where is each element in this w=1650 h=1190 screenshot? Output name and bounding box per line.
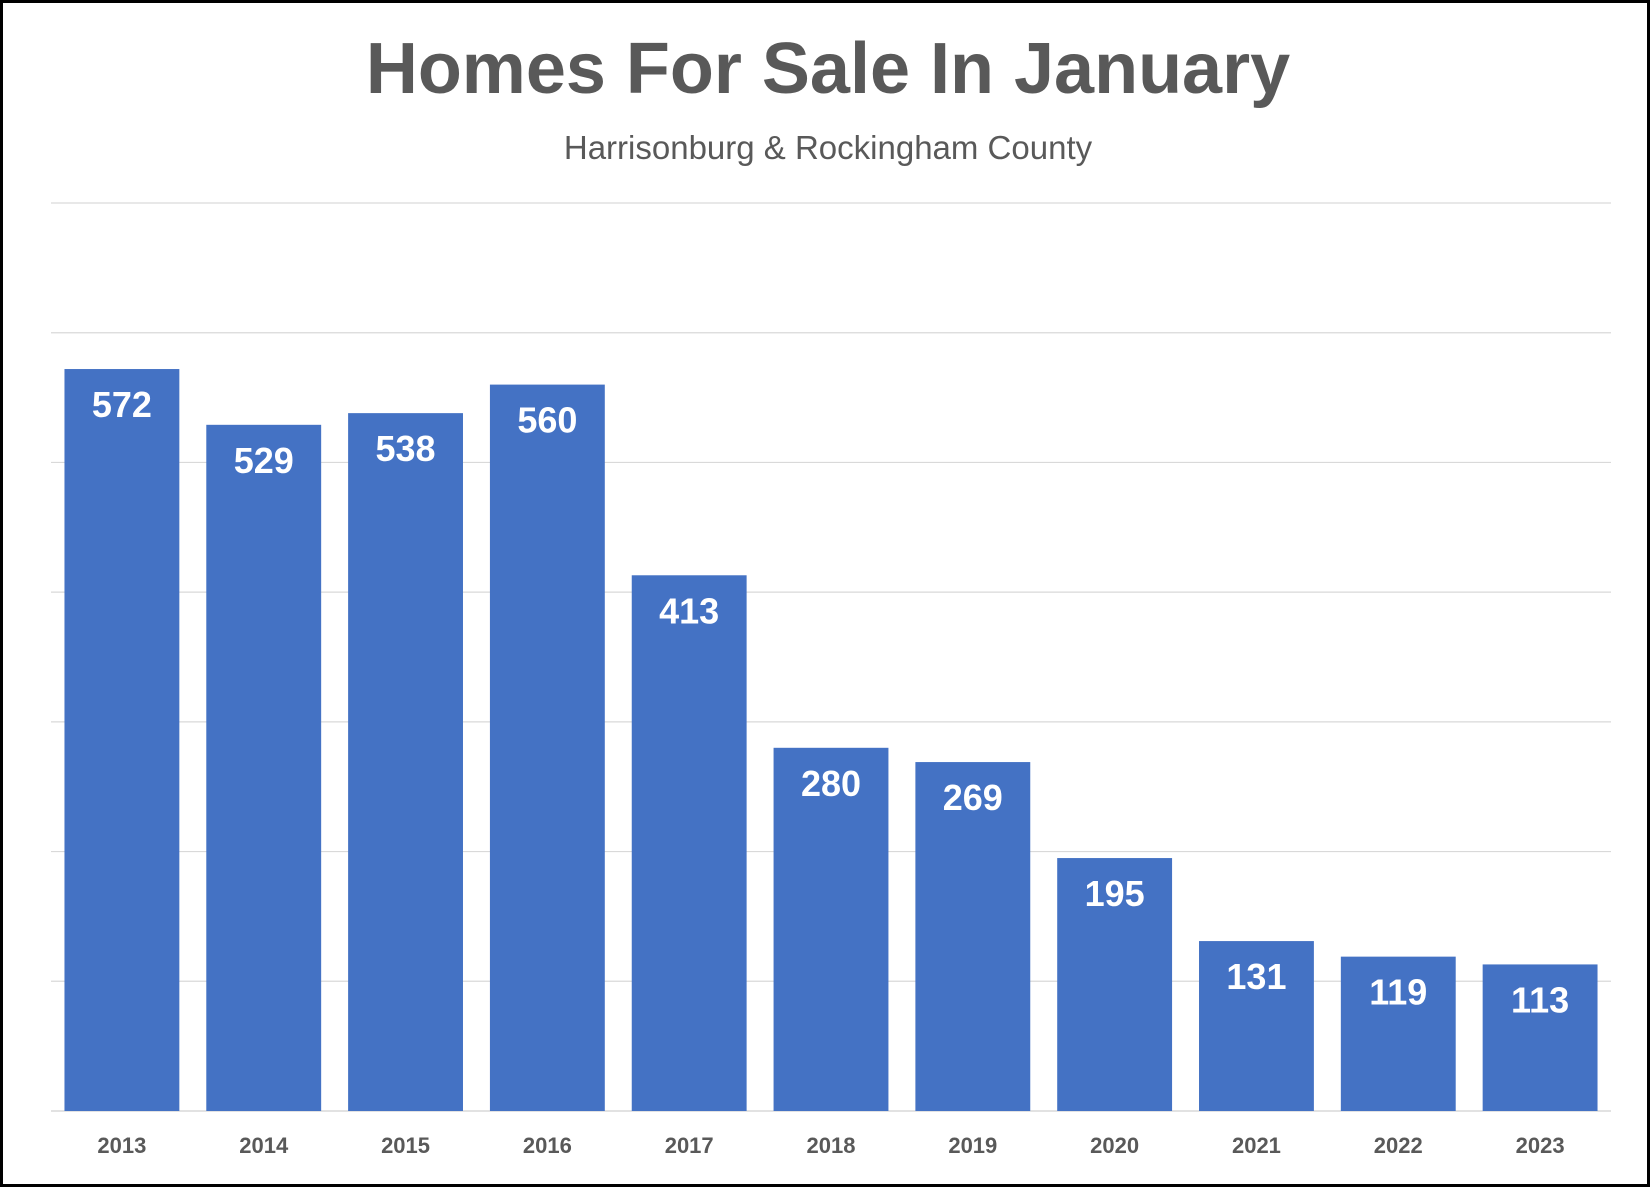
x-tick-labels: 2013 2014 2015 2016 2017 2018 2019 2020 2021 2022… <box>97 1133 1564 1158</box>
x-tick-2019: 2019 <box>948 1133 997 1158</box>
x-tick-2015: 2015 <box>381 1133 430 1158</box>
bar-2013 <box>64 369 180 1111</box>
data-label-2023: 113 <box>1511 979 1569 1020</box>
data-labels: 572 529 538 560 413 280 269 195 131 119 113 <box>92 384 1569 1020</box>
bar-2019 <box>915 762 1031 1111</box>
data-label-2015: 538 <box>376 428 436 469</box>
bar-2018 <box>773 747 889 1111</box>
x-tick-2022: 2022 <box>1374 1133 1423 1158</box>
x-tick-2016: 2016 <box>523 1133 572 1158</box>
bar-2014 <box>206 424 322 1112</box>
data-label-2020: 195 <box>1085 873 1145 914</box>
data-label-2018: 280 <box>801 763 861 804</box>
chart-title: Homes For Sale In January <box>365 29 1291 109</box>
data-label-2022: 119 <box>1369 972 1427 1013</box>
bar-2016 <box>489 384 605 1112</box>
bar-2022 <box>1340 956 1456 1111</box>
bars <box>64 369 1598 1112</box>
x-tick-2020: 2020 <box>1090 1133 1139 1158</box>
data-label-2021: 131 <box>1226 956 1286 997</box>
bar-2020 <box>1057 858 1173 1111</box>
x-tick-2013: 2013 <box>97 1133 146 1158</box>
chart-subtitle: Harrisonburg & Rockingham County <box>563 129 1093 166</box>
bar-2017 <box>631 575 747 1111</box>
data-label-2016: 560 <box>517 400 577 441</box>
x-tick-2014: 2014 <box>239 1133 289 1158</box>
data-label-2017: 413 <box>659 590 719 631</box>
bar-2021 <box>1199 941 1314 1111</box>
x-tick-2023: 2023 <box>1516 1133 1565 1158</box>
bar-2015 <box>348 413 463 1111</box>
x-tick-2021: 2021 <box>1232 1133 1281 1158</box>
x-tick-2017: 2017 <box>665 1133 714 1158</box>
x-tick-2018: 2018 <box>807 1133 856 1158</box>
data-label-2013: 572 <box>92 384 152 425</box>
data-label-2014: 529 <box>234 440 294 481</box>
data-label-2019: 269 <box>943 777 1003 818</box>
bar-2023 <box>1482 964 1598 1111</box>
